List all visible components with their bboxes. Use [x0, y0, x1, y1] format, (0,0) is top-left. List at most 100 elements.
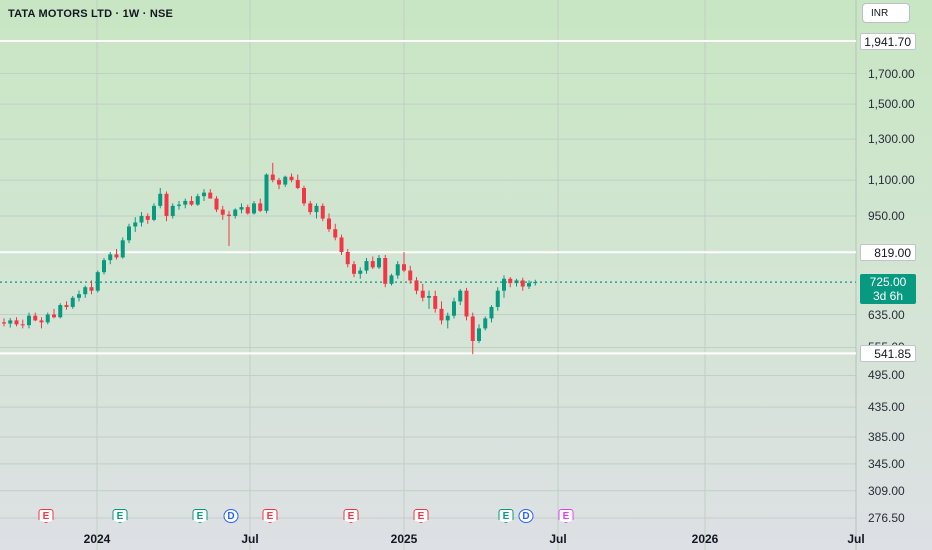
candle-body [489, 306, 494, 319]
candle-body [252, 203, 256, 214]
price-tick-label: 345.00 [868, 456, 905, 471]
earnings-marker[interactable]: E [343, 509, 359, 523]
bar-countdown: 3d 6h [872, 289, 904, 303]
candle-body [270, 174, 275, 181]
candle-body [139, 215, 144, 223]
time-tick-label: 2024 [83, 532, 111, 546]
candle-body [127, 226, 131, 241]
candle-body [414, 280, 419, 291]
candle-body [433, 295, 438, 309]
candle-body [89, 287, 94, 291]
price-tick-label: 495.00 [868, 368, 905, 383]
candle-body [202, 192, 206, 197]
time-tick-label: Jul [241, 532, 259, 546]
candle-body [177, 204, 181, 206]
candle-body [527, 283, 531, 287]
candle-body [395, 264, 400, 276]
candle-body [439, 308, 444, 321]
candle-body [214, 198, 219, 210]
dividend-marker[interactable]: D [518, 509, 534, 523]
candle-body [302, 187, 306, 204]
candle-body [508, 278, 513, 284]
candle-body [502, 278, 506, 291]
current-price-label: 725.00 3d 6h [860, 274, 916, 304]
candle-body [33, 315, 38, 321]
candle-body [2, 322, 6, 324]
earnings-marker[interactable]: E [38, 509, 54, 523]
candle-body [52, 314, 56, 318]
dividend-marker[interactable]: D [223, 509, 239, 523]
candle-body [258, 203, 263, 211]
candle-body [320, 205, 325, 219]
candle-body [464, 290, 469, 317]
candle-body [45, 314, 50, 323]
earnings-marker[interactable]: E [498, 509, 514, 523]
earnings-marker[interactable]: E [112, 509, 128, 523]
candle-body [427, 295, 431, 298]
level-label-low: 541.85 [860, 345, 916, 362]
time-tick-label: Jul [847, 532, 865, 546]
candle-body [164, 193, 169, 216]
candle-body [358, 270, 363, 274]
candle-body [264, 174, 269, 211]
price-tick-label: 1,700.00 [868, 66, 915, 81]
candle-body [458, 290, 463, 302]
time-tick-label: 2026 [691, 532, 719, 546]
candle-body [170, 205, 175, 216]
candle-body [295, 180, 300, 188]
candle-body [152, 205, 156, 220]
price-tick-label: 1,500.00 [868, 97, 915, 112]
candle-body [533, 282, 538, 284]
candle-body [520, 280, 525, 287]
candle-body [189, 200, 194, 205]
candle-body [120, 240, 125, 258]
candle-body [102, 260, 106, 273]
time-tick-label: Jul [549, 532, 567, 546]
candle-body [389, 275, 394, 284]
candle-body [352, 264, 356, 274]
candle-body [495, 290, 500, 307]
candle-body [70, 297, 75, 307]
candle-body [14, 320, 19, 325]
symbol-title: TATA MOTORS LTD · 1W · NSE [8, 8, 174, 20]
candle-body [20, 324, 25, 326]
candle-body [158, 193, 163, 206]
candle-body [64, 305, 69, 307]
candle-body [77, 294, 81, 298]
level-label-top: 1,941.70 [860, 33, 916, 50]
candle-body [39, 320, 44, 323]
current-price-value: 725.00 [869, 275, 907, 289]
candle-body [114, 254, 119, 258]
candle-body [233, 209, 238, 216]
candle-body [183, 200, 188, 205]
currency-button[interactable]: INR [862, 3, 910, 23]
candle-body [195, 196, 200, 205]
candle-body [277, 180, 281, 185]
candle-body [308, 203, 313, 213]
candle-body [27, 315, 31, 326]
candle-body [477, 328, 481, 341]
candle-body [108, 254, 113, 261]
candle-body [370, 261, 375, 268]
earnings-marker[interactable]: E [262, 509, 278, 523]
price-tick-label: 1,300.00 [868, 132, 915, 147]
candle-body [83, 287, 88, 295]
price-tick-label: 385.00 [868, 429, 905, 444]
candle-body [327, 218, 331, 230]
earnings-marker[interactable]: E [192, 509, 208, 523]
earnings-marker[interactable]: E [413, 509, 429, 523]
candle-body [514, 280, 519, 284]
candle-body [470, 316, 475, 341]
candle-body [364, 261, 369, 271]
earnings-marker[interactable]: E [558, 509, 574, 523]
candle-body [227, 214, 231, 216]
level-label-mid: 819.00 [860, 244, 916, 261]
candle-body [402, 264, 406, 271]
candle-body [95, 272, 100, 291]
candle-body [220, 209, 225, 215]
price-tick-label: 276.50 [868, 511, 905, 525]
candle-body [8, 320, 13, 324]
time-tick-label: 2025 [390, 532, 418, 546]
